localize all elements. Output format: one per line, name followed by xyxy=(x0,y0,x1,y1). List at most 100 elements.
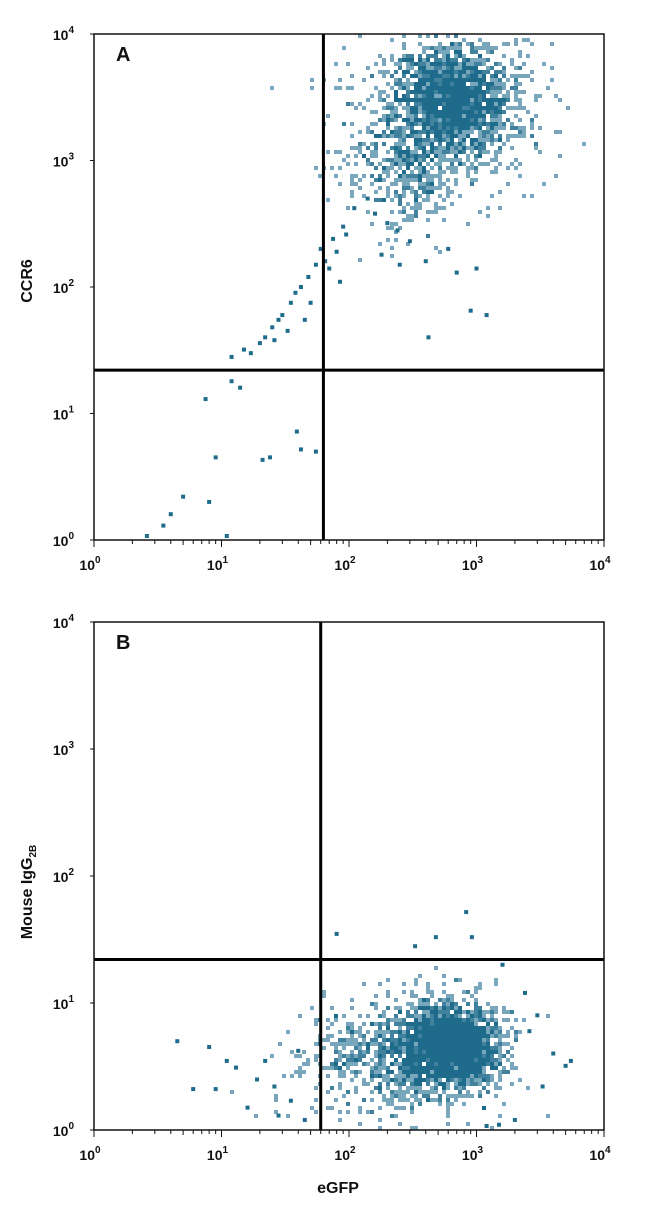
density-cell xyxy=(462,1042,466,1046)
density-cell xyxy=(510,162,514,166)
density-cell xyxy=(454,1034,458,1038)
density-cell xyxy=(398,158,402,162)
density-cell xyxy=(342,1074,346,1078)
density-cell xyxy=(370,1070,374,1074)
density-cell xyxy=(470,182,474,186)
density-cell xyxy=(382,1042,386,1046)
density-cell xyxy=(394,1038,398,1042)
density-cell xyxy=(418,1002,422,1006)
density-cell xyxy=(378,198,382,202)
density-cell xyxy=(474,1054,478,1058)
data-point xyxy=(323,259,328,264)
density-cell xyxy=(382,118,386,122)
density-cell xyxy=(454,50,458,54)
density-cell xyxy=(378,1106,382,1110)
density-cell xyxy=(430,1098,434,1102)
density-cell xyxy=(402,1050,406,1054)
density-cell xyxy=(486,1030,490,1034)
density-cell xyxy=(450,94,454,98)
density-cell xyxy=(510,106,514,110)
density-cell xyxy=(470,138,474,142)
density-cell xyxy=(366,158,370,162)
density-cell xyxy=(362,106,366,110)
data-point xyxy=(331,236,336,241)
tick-label-exponent: 4 xyxy=(68,613,74,624)
density-cell xyxy=(442,90,446,94)
density-cell xyxy=(502,94,506,98)
density-cell xyxy=(426,1050,430,1054)
density-cell xyxy=(426,34,430,38)
density-cell xyxy=(334,62,338,66)
density-cell xyxy=(478,94,482,98)
density-cell xyxy=(446,1106,450,1110)
density-cell xyxy=(390,1050,394,1054)
density-cell xyxy=(406,1026,410,1030)
density-cell xyxy=(514,114,518,118)
density-cell xyxy=(402,982,406,986)
density-cell xyxy=(474,998,478,1002)
density-cell xyxy=(482,58,486,62)
density-cell xyxy=(438,1034,442,1038)
density-cell xyxy=(394,142,398,146)
density-cell xyxy=(450,1002,454,1006)
density-cell xyxy=(470,166,474,170)
density-cell xyxy=(530,122,534,126)
density-cell xyxy=(454,54,458,58)
density-cell xyxy=(414,1098,418,1102)
tick-label-base: 10 xyxy=(53,742,69,758)
density-cell xyxy=(302,1062,306,1066)
density-cell xyxy=(458,150,462,154)
density-cell xyxy=(410,66,414,70)
density-cell xyxy=(454,1006,458,1010)
density-cell xyxy=(426,194,430,198)
density-cell xyxy=(438,182,442,186)
density-cell xyxy=(390,130,394,134)
density-cell xyxy=(494,1026,498,1030)
density-cell xyxy=(382,1062,386,1066)
y-tick-label: 100 xyxy=(53,1121,75,1139)
density-cell xyxy=(446,1022,450,1026)
density-cell xyxy=(478,114,482,118)
density-cell xyxy=(470,1094,474,1098)
density-cell xyxy=(418,1066,422,1070)
density-cell xyxy=(498,90,502,94)
density-cell xyxy=(454,78,458,82)
density-cell xyxy=(470,62,474,66)
density-cell xyxy=(410,1002,414,1006)
density-cell xyxy=(374,1074,378,1078)
density-cell xyxy=(450,1058,454,1062)
density-cell xyxy=(486,126,490,130)
density-cell xyxy=(434,126,438,130)
density-cell xyxy=(378,90,382,94)
density-cell xyxy=(406,66,410,70)
density-cell xyxy=(446,78,450,82)
density-cell xyxy=(382,1030,386,1034)
density-cell xyxy=(506,1018,510,1022)
density-cell xyxy=(378,1074,382,1078)
density-cell xyxy=(402,186,406,190)
density-cell xyxy=(506,106,510,110)
density-cell xyxy=(418,1062,422,1066)
density-cell xyxy=(474,158,478,162)
density-cell xyxy=(414,110,418,114)
density-cell xyxy=(446,1046,450,1050)
data-point xyxy=(288,1098,293,1103)
density-cell xyxy=(358,34,362,38)
density-cell xyxy=(358,130,362,134)
density-cell xyxy=(506,1042,510,1046)
density-cell xyxy=(510,1054,514,1058)
density-cell xyxy=(422,110,426,114)
density-cell xyxy=(394,1078,398,1082)
density-cell xyxy=(450,190,454,194)
panel-b-x-axis-label: eGFP xyxy=(317,1180,359,1197)
density-cell xyxy=(490,1030,494,1034)
density-cell xyxy=(478,130,482,134)
density-cell xyxy=(346,102,350,106)
density-cell xyxy=(454,118,458,122)
density-cell xyxy=(498,1050,502,1054)
density-cell xyxy=(454,1038,458,1042)
density-cell xyxy=(422,190,426,194)
density-cell xyxy=(434,246,438,250)
density-cell xyxy=(498,1078,502,1082)
density-cell xyxy=(418,118,422,122)
